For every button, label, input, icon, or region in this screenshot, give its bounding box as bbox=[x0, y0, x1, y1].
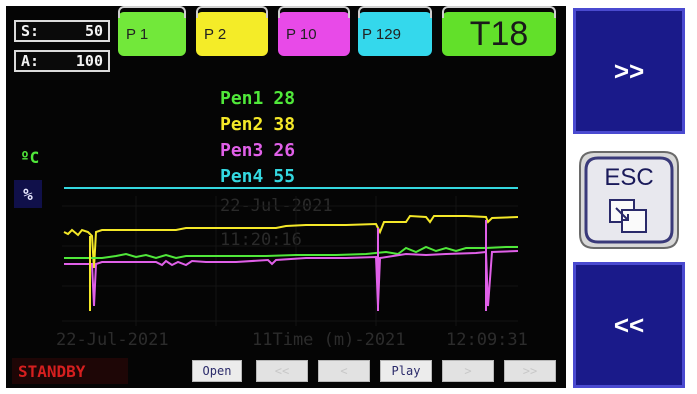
pen1-trace bbox=[64, 245, 518, 260]
pen4-readout: Pen4 55 bbox=[220, 166, 295, 187]
play-button[interactable]: Play bbox=[380, 360, 432, 382]
esc-button[interactable]: ESC bbox=[576, 148, 682, 252]
pen-tab-p10[interactable]: P 10 bbox=[278, 6, 350, 56]
amplitude-readout: A: 100 bbox=[14, 50, 110, 72]
next-page-label: >> bbox=[613, 55, 645, 86]
pen4-value: 55 bbox=[273, 166, 296, 187]
status-indicator: STANDBY bbox=[12, 358, 128, 384]
axis-time-label: 11Time (m)-2021 bbox=[252, 330, 406, 350]
pen2-readout: Pen2 38 bbox=[220, 114, 295, 135]
unit-celsius[interactable]: ºC bbox=[20, 148, 40, 167]
tab-t18-label: T18 bbox=[469, 14, 529, 53]
pen1-value: 28 bbox=[273, 88, 296, 109]
plot-grid bbox=[62, 196, 518, 326]
pen-tab-p129[interactable]: P 129 bbox=[358, 6, 432, 56]
speed-value: 50 bbox=[84, 22, 103, 40]
esc-icon bbox=[579, 151, 679, 249]
pen3-value: 26 bbox=[273, 140, 296, 161]
pen1-readout: Pen1 28 bbox=[220, 88, 295, 109]
pen3-name: Pen3 bbox=[220, 140, 264, 161]
pen3-readout: Pen3 26 bbox=[220, 140, 295, 161]
forward-button[interactable]: > bbox=[442, 360, 494, 382]
open-button[interactable]: Open bbox=[192, 360, 242, 382]
speed-readout: S: 50 bbox=[14, 20, 110, 42]
back-button[interactable]: < bbox=[318, 360, 370, 382]
axis-date-left: 22-Jul-2021 bbox=[56, 330, 169, 350]
ghost-time: 11:20:16 bbox=[220, 230, 302, 250]
trend-plot bbox=[62, 187, 519, 326]
prev-page-button[interactable]: << bbox=[573, 262, 685, 388]
fast-forward-button[interactable]: >> bbox=[504, 360, 556, 382]
speed-label: S: bbox=[21, 22, 40, 40]
tab-t18[interactable]: T18 bbox=[442, 6, 556, 56]
pen-tab-p10-label: P 10 bbox=[286, 25, 317, 43]
next-page-button[interactable]: >> bbox=[573, 8, 685, 134]
pen-tab-p2[interactable]: P 2 bbox=[196, 6, 268, 56]
amplitude-value: 100 bbox=[75, 52, 103, 70]
prev-page-label: << bbox=[613, 309, 645, 340]
unit-percent[interactable]: % bbox=[14, 180, 42, 208]
pen-tab-p1[interactable]: P 1 bbox=[118, 6, 186, 56]
pen-tab-p1-label: P 1 bbox=[126, 25, 149, 43]
trend-screen: S: 50 A: 100 P 1 P 2 P 10 P 129 T18 22-J… bbox=[6, 6, 566, 388]
rewind-button[interactable]: << bbox=[256, 360, 308, 382]
pen-tab-p129-label: P 129 bbox=[362, 25, 401, 43]
pen3-trace bbox=[64, 250, 519, 307]
axis-time-right: 12:09:31 bbox=[446, 330, 528, 350]
pen4-name: Pen4 bbox=[220, 166, 264, 187]
pen2-trace bbox=[63, 214, 519, 269]
pen-tab-p2-label: P 2 bbox=[204, 25, 227, 43]
pen1-name: Pen1 bbox=[220, 88, 264, 109]
pen2-name: Pen2 bbox=[220, 114, 264, 135]
pen2-value: 38 bbox=[273, 114, 296, 135]
esc-label: ESC bbox=[604, 164, 654, 191]
amplitude-label: A: bbox=[21, 52, 40, 70]
